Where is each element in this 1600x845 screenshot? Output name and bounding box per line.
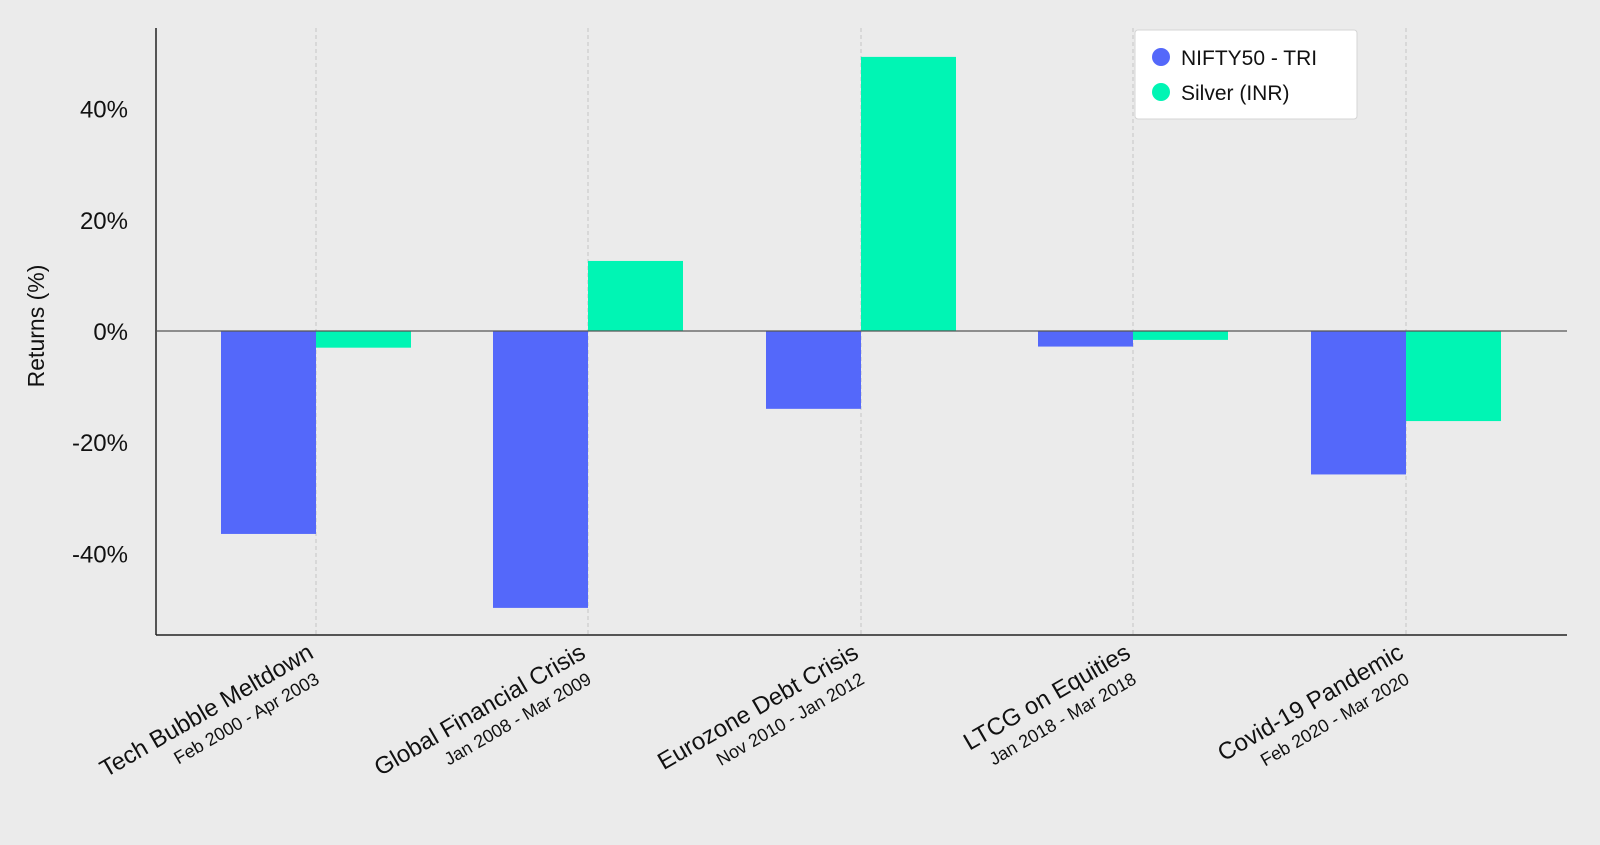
y-tick-label-3: 0% (93, 319, 128, 346)
y-tick-label-5: 40% (80, 97, 128, 124)
bar-silver-4 (1133, 331, 1228, 340)
x-tick-label-1: Tech Bubble Meltdown (95, 639, 318, 783)
legend-marker-nifty50 (1152, 48, 1170, 66)
y-tick-label-1: -40% (72, 541, 128, 568)
bars (221, 56, 1501, 608)
bar-silver-5 (1406, 331, 1501, 422)
bar-silver-2 (588, 260, 683, 331)
x-tick-label-2: Global Financial Crisis (370, 639, 590, 782)
y-tick-label-4: 20% (80, 208, 128, 235)
bar-nifty50-5 (1311, 331, 1406, 475)
legend-marker-silver (1152, 83, 1170, 101)
legend-box (1134, 29, 1358, 120)
axes (155, 28, 1567, 636)
x-tick-label-3: Eurozone Debt Crisis (653, 639, 863, 776)
bar-silver-1 (316, 331, 411, 348)
bar-nifty50-1 (221, 331, 316, 534)
legend: NIFTY50 - TRI Silver (INR) (1134, 29, 1358, 120)
legend-label-nifty50: NIFTY50 - TRI (1181, 47, 1317, 70)
y-axis-label: Returns (%) (23, 265, 49, 388)
bar-nifty50-3 (766, 331, 861, 409)
y-tick-label-2: -20% (72, 430, 128, 457)
legend-label-silver: Silver (INR) (1181, 82, 1290, 105)
y-tick-labels: -40% -20% 0% 20% 40% (72, 97, 128, 569)
bar-silver-3 (861, 56, 956, 331)
bar-nifty50-2 (493, 331, 588, 608)
bar-nifty50-4 (1038, 331, 1133, 347)
